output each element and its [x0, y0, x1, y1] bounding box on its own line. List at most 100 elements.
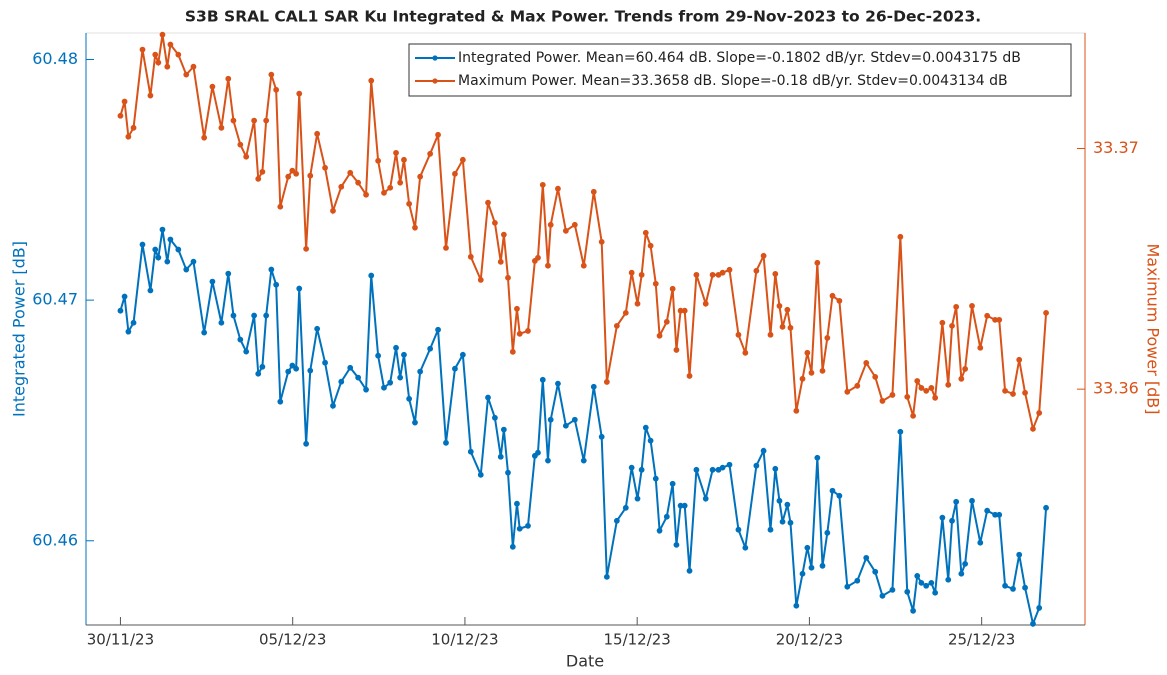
x-axis-label: Date: [566, 652, 604, 671]
data-point: [547, 221, 554, 228]
data-point: [939, 514, 946, 521]
data-point: [673, 541, 680, 548]
data-point: [808, 369, 815, 376]
data-point: [1030, 425, 1036, 432]
data-point: [121, 293, 128, 300]
data-point: [293, 170, 300, 177]
data-point: [417, 368, 424, 375]
data-point: [525, 522, 531, 529]
y-tick-label: 60.46: [32, 530, 78, 549]
data-point: [928, 385, 935, 391]
data-point: [628, 464, 635, 471]
data-point: [412, 419, 418, 426]
data-point: [147, 287, 154, 294]
data-point: [230, 312, 237, 319]
data-point: [452, 170, 458, 177]
data-point: [314, 325, 321, 332]
data-point: [663, 513, 670, 520]
data-point: [443, 245, 449, 251]
data-point: [330, 402, 336, 409]
data-point: [1030, 620, 1036, 627]
data-point: [742, 544, 749, 551]
data-point: [776, 302, 783, 309]
data-point: [355, 374, 362, 381]
data-point: [387, 184, 394, 191]
data-point: [363, 386, 369, 393]
data-point: [673, 347, 680, 353]
data-point: [368, 77, 375, 84]
data-point: [928, 579, 935, 586]
data-point: [130, 319, 137, 326]
data-point: [155, 254, 162, 261]
data-point: [1022, 584, 1028, 591]
data-point: [268, 71, 275, 78]
data-point: [779, 323, 786, 330]
data-point: [307, 172, 314, 179]
data-point: [996, 316, 1003, 323]
y2-axis-label: Maximum Power [dB]: [1144, 244, 1163, 415]
x-tick-label: 20/12/23: [776, 631, 843, 649]
data-point: [509, 543, 516, 550]
data-point: [977, 539, 984, 546]
data-point: [1010, 391, 1016, 397]
data-point: [669, 480, 676, 487]
data-point: [958, 570, 965, 577]
data-point: [218, 319, 225, 326]
data-point: [467, 253, 474, 260]
data-point: [155, 59, 162, 66]
data-point: [793, 602, 800, 609]
data-point: [814, 454, 821, 461]
data-point: [514, 305, 520, 312]
y2-tick-label: 33.37: [1093, 138, 1139, 157]
legend-marker: [432, 78, 438, 84]
data-point: [819, 562, 826, 569]
data-point: [897, 233, 904, 240]
data-point: [237, 336, 244, 343]
data-point: [277, 398, 284, 405]
data-point: [580, 457, 587, 464]
data-point: [910, 607, 917, 614]
data-point: [686, 373, 693, 379]
data-point: [412, 224, 418, 231]
data-point: [879, 592, 886, 599]
data-point: [225, 270, 232, 277]
data-point: [949, 517, 955, 524]
data-point: [230, 117, 237, 124]
data-point: [289, 167, 296, 174]
data-point: [923, 387, 930, 394]
data-point: [322, 359, 328, 366]
data-point: [918, 579, 925, 586]
data-point: [303, 245, 310, 252]
data-point: [485, 394, 491, 401]
data-point: [962, 560, 969, 567]
data-point: [854, 577, 861, 584]
data-point: [814, 259, 821, 266]
data-point: [514, 500, 520, 507]
data-point: [709, 466, 716, 473]
data-point: [819, 367, 826, 374]
data-point: [285, 368, 292, 375]
data-point: [844, 583, 851, 590]
data-point: [555, 185, 561, 192]
data-point: [776, 497, 783, 504]
data-point: [753, 462, 760, 469]
x-tick-label: 15/12/23: [603, 631, 670, 649]
data-point: [872, 373, 879, 380]
data-point: [296, 90, 303, 97]
data-point: [590, 383, 597, 390]
data-point: [167, 41, 174, 48]
data-point: [824, 529, 831, 536]
data-point: [879, 398, 886, 404]
data-point: [1002, 387, 1008, 394]
data-point: [784, 501, 791, 508]
data-point: [799, 570, 806, 577]
data-point: [397, 374, 404, 381]
data-point: [243, 153, 250, 160]
data-point: [139, 241, 146, 248]
data-point: [505, 274, 511, 281]
data-point: [562, 227, 569, 234]
data-point: [500, 426, 507, 433]
data-point: [784, 306, 791, 313]
data-point: [293, 365, 300, 372]
data-point: [355, 179, 362, 186]
